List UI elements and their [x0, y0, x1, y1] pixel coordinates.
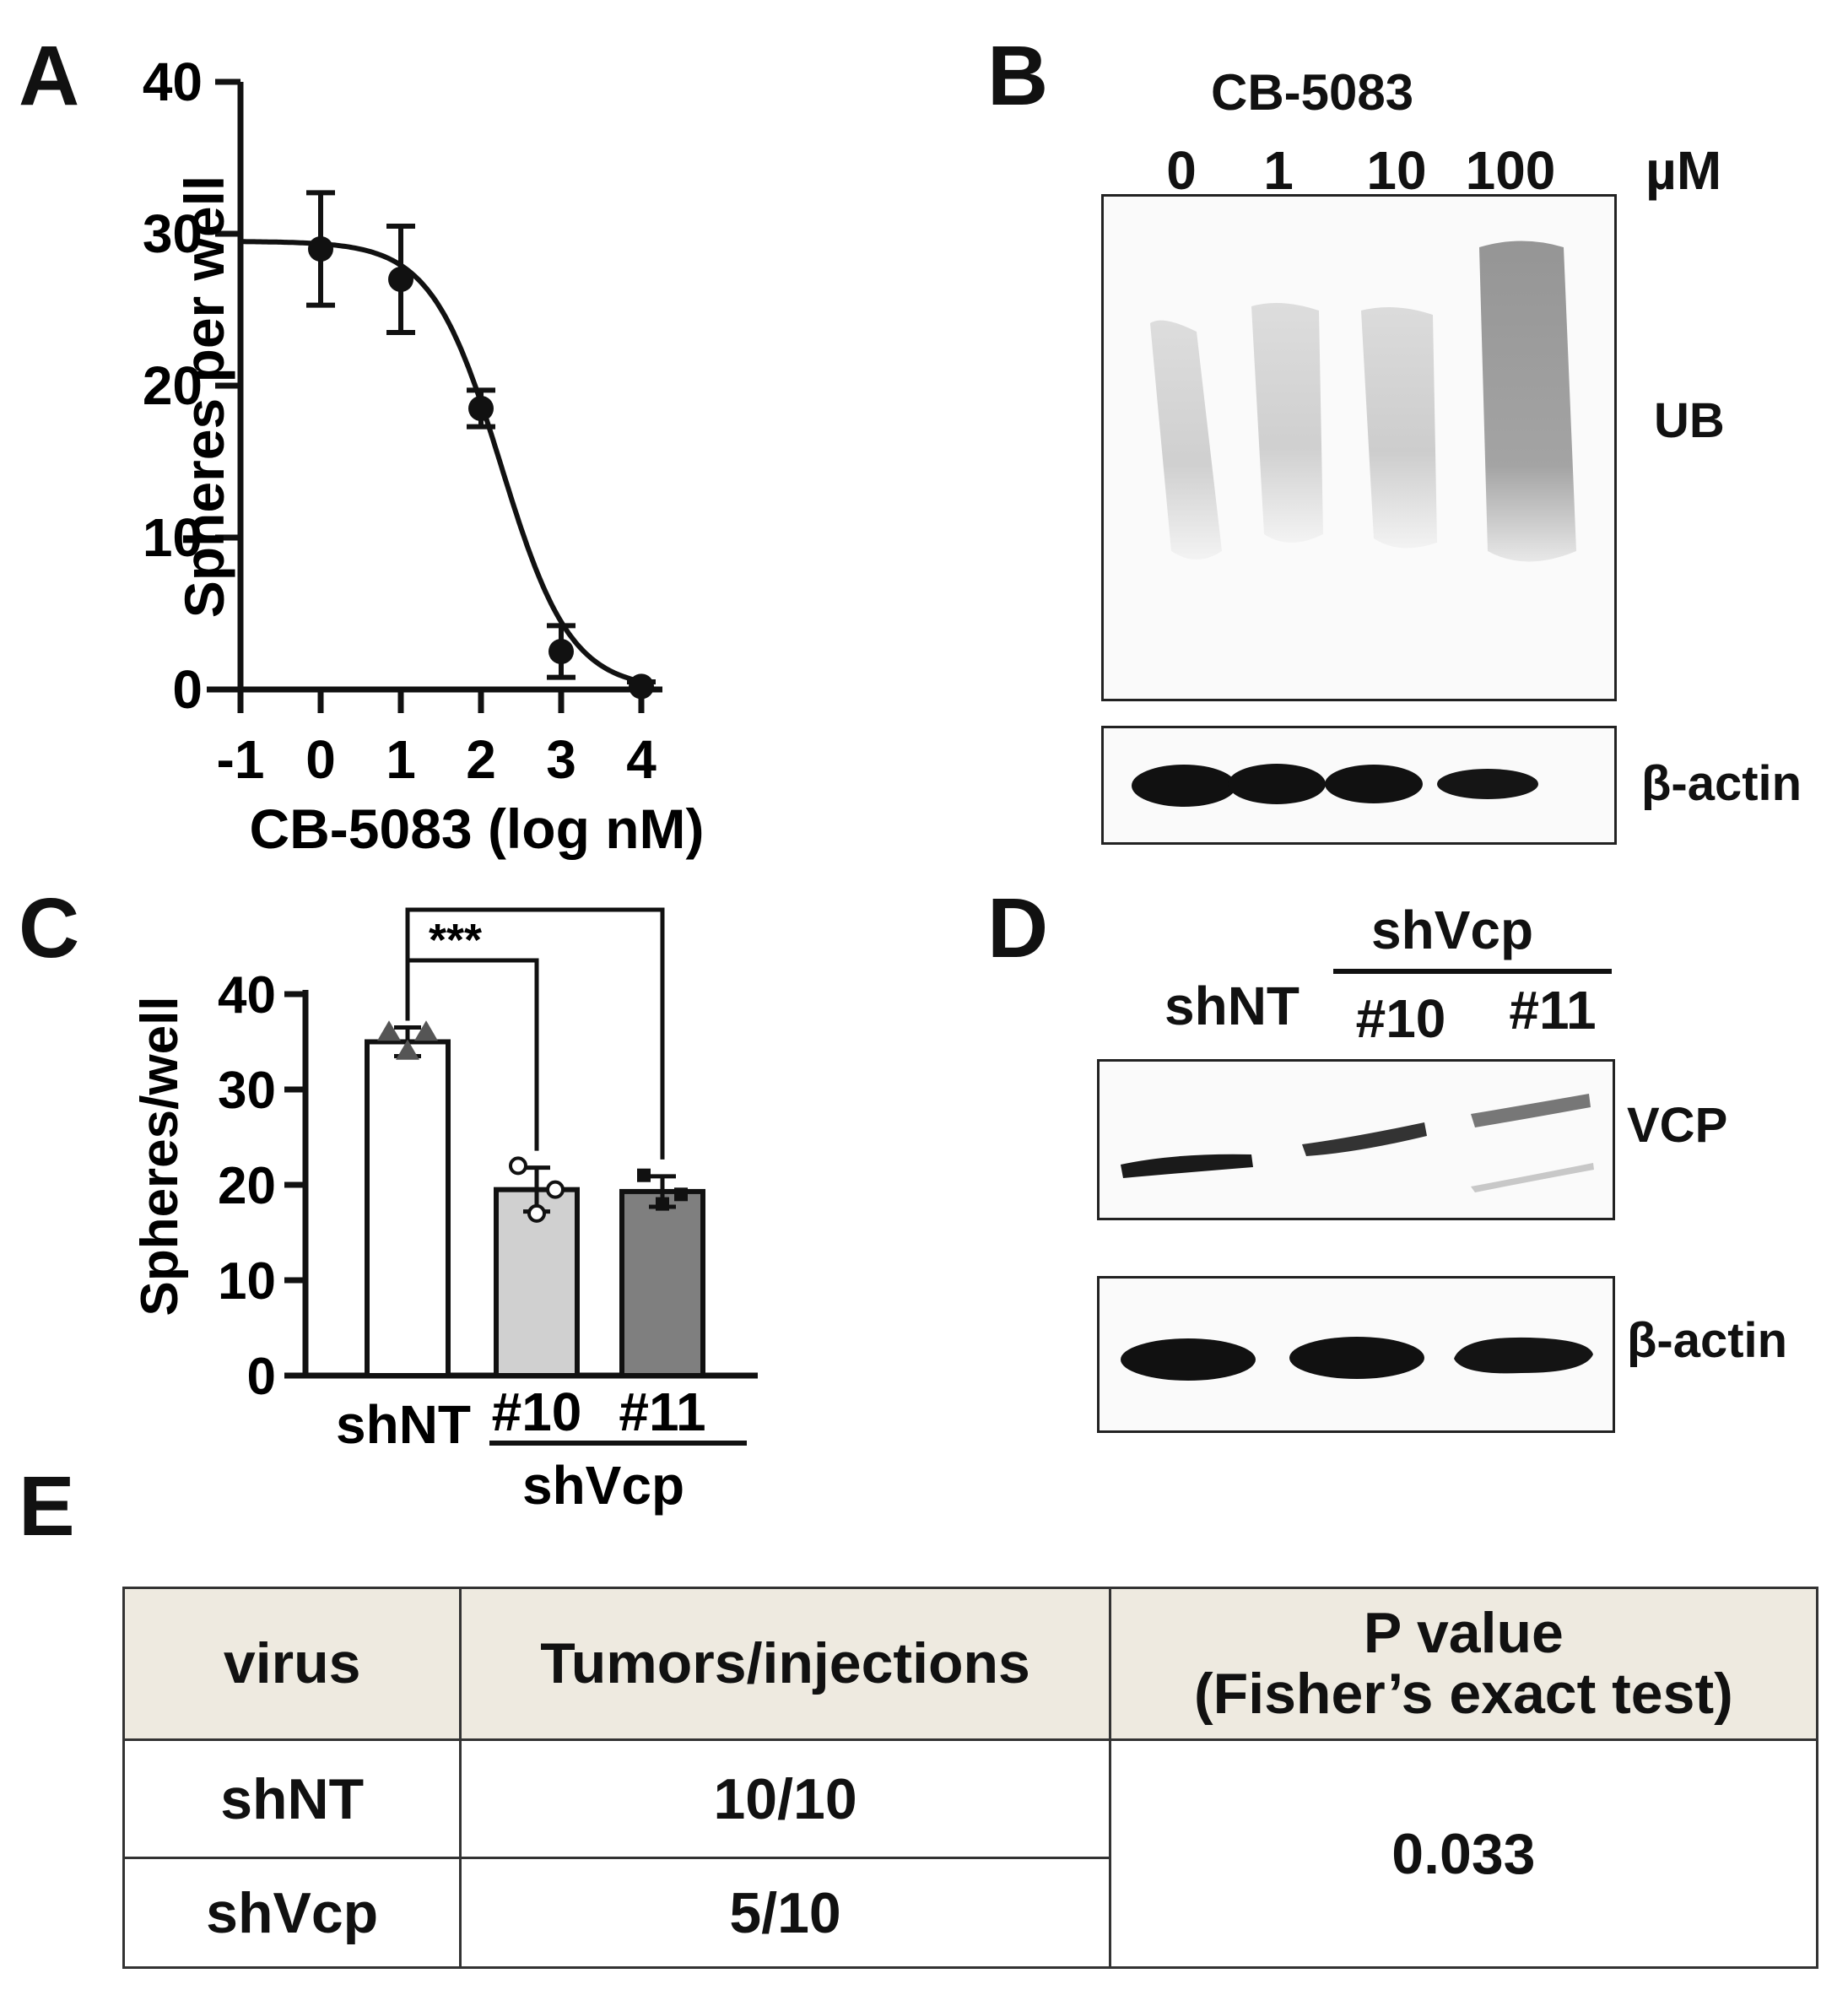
y-axis-label: Spheres/well: [131, 996, 189, 1316]
dose-label-3: 100: [1465, 140, 1556, 201]
ub-label: UB: [1654, 393, 1725, 448]
replicate-marker: [637, 1168, 651, 1182]
spheres-bar-chart: 0 10 20 30 40 *** *** shNT #10 #11 shVcp Spheres/w…: [131, 895, 758, 1516]
actin-blot-d: [1097, 1276, 1615, 1433]
header-tumors: Tumors/injections: [459, 1587, 1111, 1741]
header-virus: virus: [122, 1587, 462, 1741]
panel-letter-b: B: [987, 29, 1049, 123]
panel-letter-a: A: [19, 29, 80, 123]
data-point: [468, 396, 494, 421]
significance-label: ***: [429, 915, 482, 965]
replicate-marker: [546, 1180, 565, 1199]
x-tick-label: 3: [546, 729, 576, 790]
replicate-marker: [509, 1156, 527, 1176]
y-tick-label: 0: [172, 659, 203, 720]
significance-label: ***: [508, 895, 561, 915]
x-tick-label: 0: [305, 729, 336, 790]
x-tick-label: 1: [386, 729, 416, 790]
header-pvalue-line2: (Fisher’s exact test): [1194, 1661, 1733, 1726]
y-tick-label: 10: [143, 507, 203, 568]
replicate-marker: [396, 1039, 419, 1060]
data-point: [629, 673, 654, 700]
lane-label-11: #11: [1509, 980, 1597, 1041]
y-tick-label: 20: [143, 355, 203, 416]
category-label: #11: [619, 1381, 705, 1442]
bar: [619, 1188, 705, 1378]
panel-letter-e: E: [19, 1459, 75, 1554]
actin-label-b: β-actin: [1641, 756, 1802, 811]
replicate-marker: [656, 1197, 669, 1211]
replicate-marker: [527, 1203, 546, 1223]
ub-blot: [1101, 194, 1617, 701]
data-point: [308, 236, 333, 262]
category-label: shNT: [336, 1394, 471, 1455]
row-ratio-shvcp: 5/10: [459, 1857, 1111, 1969]
panel-letter-c: C: [19, 881, 80, 976]
ub-smear-lane-2: [1251, 303, 1323, 543]
tumor-table: virus Tumors/injections P value (Fisher’…: [122, 1587, 1819, 1969]
x-tick-label: 2: [466, 729, 496, 790]
p-value-cell: 0.033: [1108, 1738, 1819, 1969]
actin-label-d: β-actin: [1627, 1313, 1788, 1368]
y-tick-label: 30: [143, 203, 203, 264]
vcp-blot: [1097, 1059, 1615, 1220]
y-tick-label: 40: [218, 966, 276, 1025]
fit-curve: [240, 239, 642, 684]
unit-label: µM: [1645, 140, 1722, 201]
shvcp-group-line: [1333, 969, 1612, 974]
dose-label-1: 1: [1263, 140, 1294, 201]
data-point: [388, 267, 413, 292]
x-tick-label: 4: [626, 729, 657, 790]
header-pvalue-line1: P value: [1363, 1601, 1564, 1666]
lane-label-10: #10: [1355, 988, 1446, 1049]
replicate-marker: [377, 1020, 401, 1041]
panel-letter-d: D: [987, 881, 1049, 976]
y-tick-label: 30: [218, 1062, 276, 1120]
ub-smear-lane-4: [1479, 241, 1576, 562]
row-ratio-shnt: 10/10: [459, 1738, 1111, 1859]
y-tick-label: 0: [247, 1348, 276, 1406]
x-tick-label: -1: [217, 729, 265, 790]
category-label: #10: [492, 1381, 582, 1442]
lane-label-shnt: shNT: [1164, 976, 1300, 1036]
row-virus-shnt: shNT: [122, 1738, 462, 1859]
dose-label-2: 10: [1366, 140, 1427, 201]
shvcp-group-label: shVcp: [1371, 900, 1534, 960]
y-axis-label: Spheres per well: [173, 176, 235, 619]
actin-blot-b: [1101, 726, 1617, 845]
group-label: shVcp: [522, 1455, 684, 1516]
data-point: [548, 639, 574, 664]
y-tick-label: 10: [218, 1252, 276, 1311]
y-tick-label: 40: [143, 51, 203, 112]
y-tick-label: 20: [218, 1157, 276, 1215]
drug-label: CB-5083: [1211, 64, 1414, 121]
vcp-label: VCP: [1627, 1098, 1728, 1153]
dose-label-0: 0: [1166, 140, 1197, 201]
row-virus-shvcp: shVcp: [122, 1857, 462, 1969]
significance-bracket: [405, 907, 665, 1160]
x-axis-label: CB-5083 (log nM): [249, 797, 704, 860]
replicate-marker: [674, 1187, 688, 1202]
header-pvalue: P value (Fisher’s exact test): [1108, 1587, 1819, 1741]
bar: [365, 1039, 451, 1378]
ub-smear-lane-1: [1150, 320, 1222, 560]
ub-smear-lane-3: [1361, 307, 1437, 549]
replicate-marker: [414, 1020, 438, 1041]
